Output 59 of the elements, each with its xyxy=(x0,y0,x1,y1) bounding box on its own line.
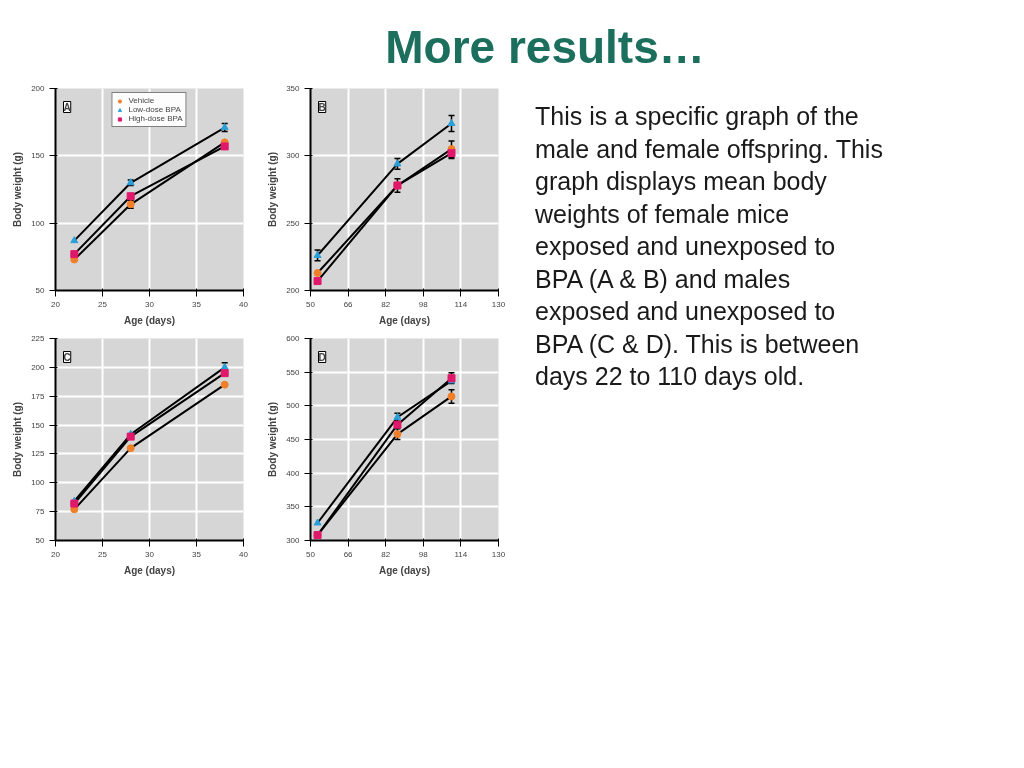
y-tick-label: 200 xyxy=(31,84,46,93)
x-tick-label: 50 xyxy=(306,299,316,309)
x-tick-label: 30 xyxy=(145,549,155,559)
y-tick-label: 150 xyxy=(31,420,46,430)
x-tick-label: 114 xyxy=(454,299,468,309)
x-tick-label: 82 xyxy=(381,549,391,559)
x-tick-label: 50 xyxy=(306,549,316,559)
y-tick-label: 600 xyxy=(286,334,301,343)
y-tick-label: 350 xyxy=(286,502,301,512)
y-tick-label: 150 xyxy=(31,151,46,161)
y-axis-title: Body weight (g) xyxy=(267,152,279,227)
x-axis-title: Age (days) xyxy=(378,564,431,576)
legend-label: Vehicle xyxy=(128,96,155,105)
y-tick-label: 500 xyxy=(286,401,301,411)
x-tick-label: 30 xyxy=(145,299,155,309)
x-tick-label: 98 xyxy=(418,299,429,309)
y-tick-label: 75 xyxy=(35,507,46,517)
y-tick-label: 225 xyxy=(31,334,46,343)
y-tick-label: 300 xyxy=(286,536,301,545)
x-tick-label: 25 xyxy=(98,549,108,559)
x-tick-label: 66 xyxy=(343,299,354,309)
y-tick-label: 300 xyxy=(286,151,301,161)
y-tick-label: 50 xyxy=(35,536,46,545)
y-tick-label: 50 xyxy=(35,286,46,295)
y-tick-label: 100 xyxy=(31,478,46,488)
y-tick-label: 550 xyxy=(286,367,301,377)
y-axis-title: Body weight (g) xyxy=(12,402,24,477)
x-tick-label: 98 xyxy=(418,549,429,559)
x-tick-label: 130 xyxy=(491,549,506,559)
x-tick-label: 82 xyxy=(381,299,391,309)
text: More results… xyxy=(385,20,705,75)
y-tick-label: 100 xyxy=(31,218,46,228)
x-tick-label: 20 xyxy=(51,299,61,309)
y-tick-label: 450 xyxy=(286,435,301,444)
y-axis-title: Body weight (g) xyxy=(267,402,279,477)
x-tick-label: 114 xyxy=(454,549,468,559)
x-tick-label: 20 xyxy=(51,549,61,559)
y-axis-title: Body weight (g) xyxy=(12,152,24,227)
x-tick-label: 130 xyxy=(491,299,506,309)
y-tick-label: 125 xyxy=(31,449,46,459)
x-tick-label: 66 xyxy=(343,549,354,559)
x-axis-title: Age (days) xyxy=(123,564,176,576)
x-tick-label: 25 xyxy=(98,299,108,309)
x-tick-label: 40 xyxy=(239,549,249,559)
legend-label: Low-dose BPA xyxy=(128,105,181,114)
x-tick-label: 35 xyxy=(192,549,202,559)
y-tick-label: 175 xyxy=(31,391,46,401)
y-tick-label: 350 xyxy=(286,84,301,93)
y-tick-label: 200 xyxy=(286,286,301,295)
legend-label: High-dose BPA xyxy=(128,114,183,123)
text: This is a specific graph of the male and female offspring. This graph displays mean body weights of female mice exposed and unexposed to BPA (A & B) and males exposed and unexposed to BPA (C & D). This is between days 22 to 110 days old. xyxy=(535,102,883,390)
x-tick-label: 40 xyxy=(239,299,249,309)
x-axis-title: Age (days) xyxy=(123,314,176,326)
y-tick-label: 200 xyxy=(31,362,46,372)
text: C xyxy=(63,351,71,363)
x-tick-label: 35 xyxy=(192,299,202,309)
y-tick-label: 250 xyxy=(286,218,301,228)
y-tick-label: 400 xyxy=(286,468,301,478)
x-axis-title: Age (days) xyxy=(378,314,431,326)
